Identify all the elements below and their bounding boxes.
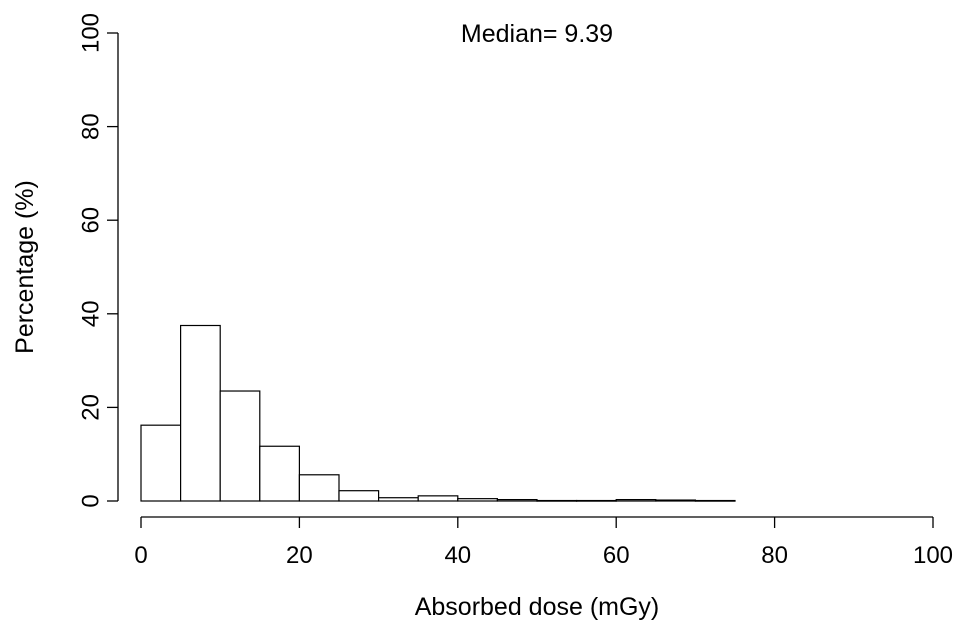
x-tick-label: 0 — [134, 542, 147, 569]
x-tick-label: 80 — [761, 542, 788, 569]
histogram-bar — [536, 499, 578, 502]
histogram-bar — [417, 495, 459, 502]
y-axis-title: Percentage (%) — [11, 180, 39, 354]
y-axis: 0 20 40 60 80 100 — [78, 13, 119, 508]
y-tick-label: 0 — [78, 494, 105, 507]
x-tick-label: 40 — [444, 542, 471, 569]
median-annotation: Median= 9.39 — [461, 20, 613, 48]
histogram-bar — [575, 499, 617, 502]
y-tick-label: 20 — [78, 394, 105, 421]
histogram-bar — [338, 490, 380, 502]
histogram-bars — [140, 324, 736, 502]
histogram-bar — [457, 498, 498, 502]
x-axis-title: Absorbed dose (mGy) — [415, 593, 660, 621]
histogram-bar — [219, 390, 261, 502]
x-tick-label: 20 — [286, 542, 313, 569]
y-tick-label: 40 — [78, 300, 105, 327]
x-axis: 0 20 40 60 80 100 — [134, 516, 953, 569]
x-tick-label: 100 — [913, 542, 953, 569]
x-tick-label: 60 — [603, 542, 630, 569]
histogram-bar — [615, 498, 657, 502]
histogram-bar — [655, 499, 696, 502]
histogram-bar — [140, 424, 182, 502]
histogram-bar — [496, 498, 538, 502]
y-tick-label: 100 — [78, 13, 105, 53]
histogram-bar — [298, 474, 340, 502]
histogram-bar — [259, 445, 300, 502]
y-tick-label: 80 — [78, 113, 105, 140]
histogram-bar — [180, 324, 221, 502]
histogram-bar — [694, 499, 736, 502]
histogram-bar — [378, 497, 419, 502]
y-tick-label: 60 — [78, 207, 105, 234]
